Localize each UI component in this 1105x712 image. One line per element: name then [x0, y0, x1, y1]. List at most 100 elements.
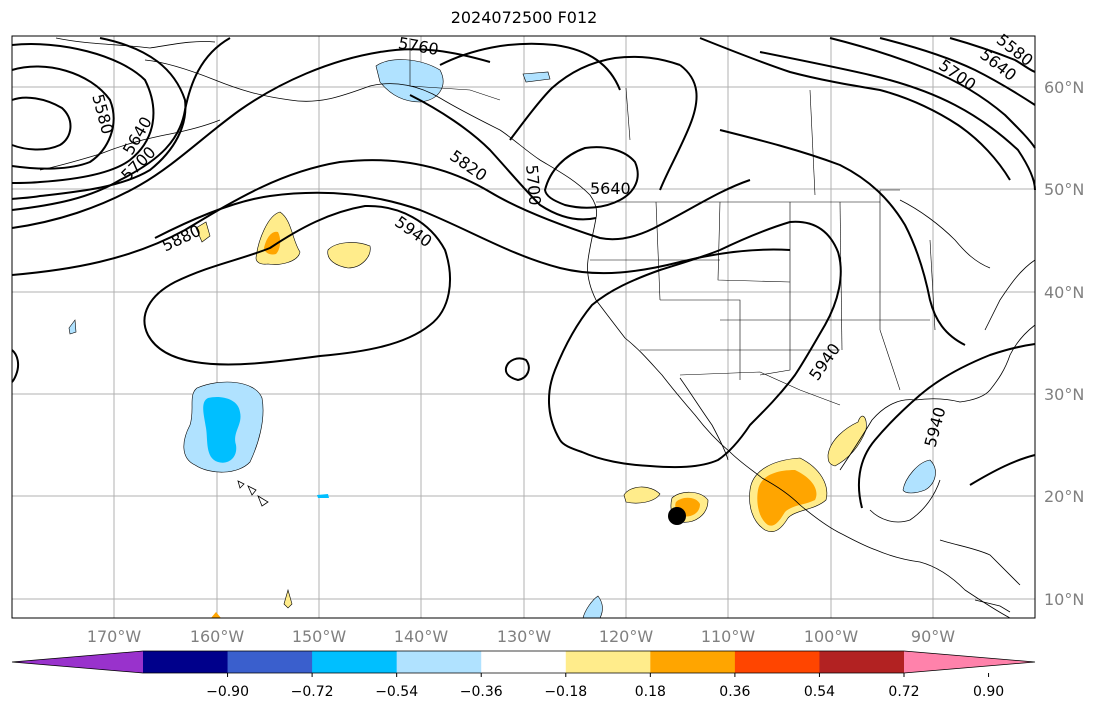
- contour-5760-left: [11, 48, 491, 229]
- contour-5700-drop: [659, 64, 698, 191]
- colorbar-bin: [565, 651, 651, 673]
- lon-label: 120°W: [599, 627, 654, 646]
- lat-label: 30°N: [1044, 385, 1084, 404]
- contour-5760-east: [759, 51, 1036, 191]
- border-canada-2: [809, 89, 816, 196]
- colorbar-outline: [11, 650, 1036, 674]
- border-state-4: [660, 299, 741, 380]
- colorbar-bin: [312, 651, 398, 673]
- coast-gulf: [839, 324, 1036, 471]
- border-canada-1: [625, 87, 631, 141]
- coast-west-mexico: [587, 217, 1011, 619]
- shade-west-small: [68, 319, 77, 335]
- map-frame: [11, 35, 1036, 619]
- shaded-field: [68, 59, 936, 619]
- colorbar-bin: [734, 651, 820, 673]
- shade-pos-8: [283, 588, 293, 609]
- border-state-7: [929, 239, 936, 331]
- shade-pos-9: [211, 612, 221, 618]
- latitude-labels: 60°N 50°N 40°N 30°N 20°N 10°N: [1044, 78, 1084, 609]
- contour-5700: [11, 37, 187, 200]
- contour-5880: [154, 191, 791, 275]
- contour-5640-low: [543, 146, 639, 209]
- coast-baja: [679, 377, 729, 461]
- colorbar: −0.90 −0.72 −0.54 −0.36 −0.18 0.18 0.36 0.54 0.7…: [11, 650, 1036, 700]
- contour-label: 5640: [590, 179, 631, 198]
- contour-5760-trough: [409, 94, 597, 221]
- coast-central-america: [939, 539, 1021, 586]
- contour-5820-east: [699, 37, 1011, 181]
- shade-tiny: [317, 494, 329, 498]
- colorbar-extend-high: [904, 651, 1035, 673]
- colorbar-bin: [396, 651, 482, 673]
- contour-5700-ridge: [509, 55, 681, 141]
- contour-5940-us: [548, 220, 842, 469]
- shade-hawaii-dark: [203, 396, 241, 463]
- colorbar-tick-label: 0.72: [888, 684, 919, 700]
- border-state-6: [879, 202, 901, 391]
- height-contours: [11, 37, 1036, 509]
- shade-alaska-small: [522, 71, 551, 83]
- lon-label: 140°W: [394, 627, 449, 646]
- contour-5880-east: [719, 129, 966, 346]
- coast-bering: [55, 37, 216, 49]
- coast-atlantic: [984, 259, 1036, 331]
- lat-label: 50°N: [1044, 180, 1084, 199]
- contour-label: 5700: [522, 164, 544, 206]
- contour-5640: [11, 43, 155, 184]
- coast-caribbean: [974, 599, 1011, 613]
- colorbar-tick-label: 0.36: [719, 684, 750, 700]
- contour-low-center: [11, 96, 72, 151]
- shade-gulf: [902, 459, 936, 494]
- lon-label: 160°W: [190, 627, 245, 646]
- contour-5940-pacific: [143, 204, 451, 366]
- lon-label: 170°W: [87, 627, 142, 646]
- colorbar-tick-label: 0.54: [804, 684, 835, 700]
- colorbar-bin: [143, 651, 229, 673]
- political-borders: [409, 38, 936, 406]
- coast-yucatan: [869, 479, 941, 523]
- colorbar-bin: [227, 651, 313, 673]
- coast-east-canada: [899, 199, 991, 269]
- shade-south: [582, 595, 603, 619]
- contour-5760-ridge: [439, 42, 621, 91]
- contour-5940-small: [504, 357, 530, 382]
- coastlines: [39, 37, 1036, 619]
- contour-5700b: [11, 37, 231, 211]
- shade-pos-2: [327, 242, 371, 269]
- graticule: [12, 36, 1035, 618]
- colorbar-tick-label: 0.90: [973, 684, 1004, 700]
- border-us-canada: [596, 189, 900, 203]
- coast-alaska-south: [144, 59, 598, 219]
- colorbar-extend-low: [12, 651, 143, 673]
- longitude-labels: 170°W 160°W 150°W 140°W 130°W 120°W 110°…: [87, 627, 955, 646]
- lat-label: 10°N: [1044, 590, 1084, 609]
- shade-pos-4: [623, 486, 661, 504]
- shade-pos-3: [195, 221, 211, 243]
- lon-label: 150°W: [292, 627, 347, 646]
- lat-label: 40°N: [1044, 283, 1084, 302]
- chart-title: 2024072500 F012: [450, 8, 598, 27]
- contour-5640-east: [879, 37, 1036, 106]
- storm-marker: [668, 507, 686, 525]
- contour-5580-east: [949, 37, 1036, 73]
- border-state-1: [655, 201, 661, 301]
- coast-aleutians: [39, 119, 221, 171]
- contour-5820: [11, 159, 751, 276]
- colorbar-tick-label: −0.18: [544, 684, 587, 700]
- colorbar-tick-label: −0.54: [375, 684, 418, 700]
- lon-label: 130°W: [497, 627, 552, 646]
- colorbar-bin: [650, 651, 736, 673]
- colorbar-tick-label: −0.72: [291, 684, 334, 700]
- lat-label: 60°N: [1044, 78, 1084, 97]
- colorbar-tick-label: −0.90: [206, 684, 249, 700]
- border-us-mexico: [679, 371, 841, 406]
- contour-5700-east: [829, 37, 1036, 149]
- lat-label: 20°N: [1044, 487, 1084, 506]
- lon-label: 100°W: [804, 627, 859, 646]
- colorbar-bin: [819, 651, 905, 673]
- border-state-2: [717, 201, 791, 283]
- contour-5580: [11, 65, 115, 170]
- border-state-3: [759, 202, 791, 376]
